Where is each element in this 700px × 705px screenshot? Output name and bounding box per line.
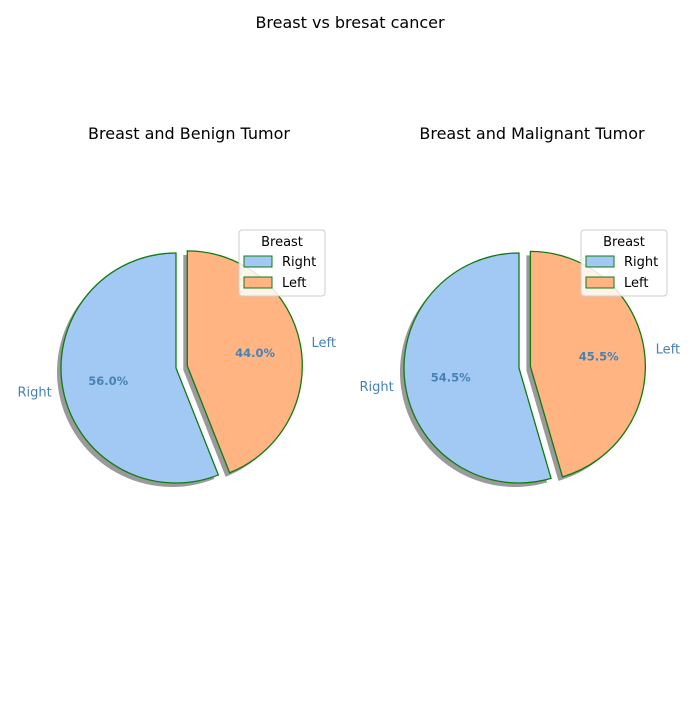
pie-title: Breast and Benign Tumor (88, 124, 290, 143)
legend: Breast Right Left (580, 229, 668, 297)
pie-chart-1: Breast and Benign Tumor Right 56.0% Left 44.… (18, 124, 336, 487)
pie-slice-percentage: 56.0% (88, 374, 128, 388)
pie-slice-percentage: 54.5% (431, 371, 471, 385)
pie-title: Breast and Malignant Tumor (419, 124, 645, 143)
legend-entry: Right (624, 255, 658, 270)
pie-wedge-right (403, 252, 552, 484)
legend-swatch (585, 276, 615, 289)
pie-chart-2: Breast and Malignant Tumor Right 54.5% Left… (360, 124, 680, 488)
legend-swatch (243, 276, 273, 289)
pie-slice-label: Left (656, 343, 680, 358)
pie-wedge-left (186, 250, 303, 474)
figure-suptitle: Breast vs bresat cancer (255, 13, 445, 32)
pie-slice-label: Right (360, 380, 394, 395)
pie-slice-percentage: 44.0% (235, 346, 275, 360)
pie-slice-label: Left (312, 336, 336, 351)
legend-entry: Right (282, 255, 316, 270)
legend: Breast Right Left (238, 229, 326, 297)
pie-slice-percentage: 45.5% (579, 350, 619, 364)
legend-entry: Left (282, 276, 306, 291)
pie-wedge-right (60, 252, 220, 484)
legend-title: Breast (261, 235, 303, 250)
legend-swatch (243, 255, 273, 268)
legend-title: Breast (603, 235, 645, 250)
charts-layer: Breast and Benign Tumor Right 56.0% Left 44.… (18, 124, 680, 488)
pie-wedge-left (529, 250, 646, 478)
pie-slice-label: Right (18, 386, 52, 401)
legend-entry: Left (624, 276, 648, 291)
legend-swatch (585, 255, 615, 268)
